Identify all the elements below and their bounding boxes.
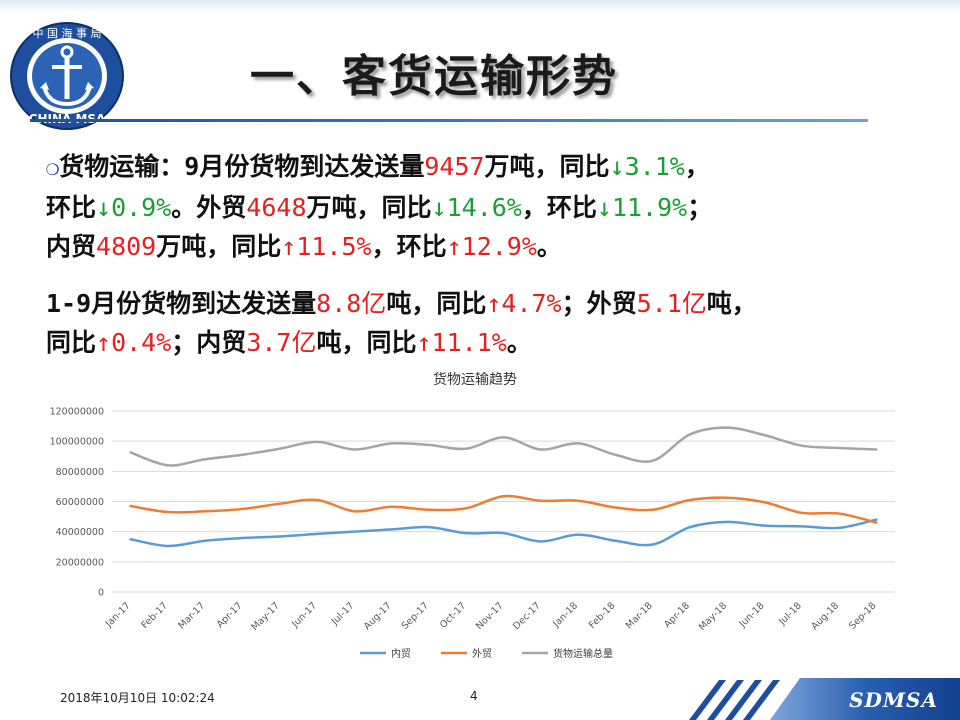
x-tick-label: Jan-17	[103, 600, 133, 630]
y-tick-label: 80000000	[56, 467, 104, 478]
ytd-total-value: 8.8亿	[316, 289, 387, 318]
series-line-3	[129, 426, 878, 467]
footer-date: 2018年10月10日 10:02:24	[60, 691, 215, 705]
legend-label: 货物运输总量	[553, 647, 613, 660]
slide-title: 一、客货运输形势	[250, 51, 618, 102]
text: 万吨，同比	[484, 152, 610, 181]
pct-value: 0.9%	[111, 193, 172, 222]
pct-value: 12.9%	[461, 232, 537, 261]
series-line-2	[129, 494, 878, 524]
down-arrow-icon: ↓	[96, 193, 112, 222]
up-arrow-icon: ↑	[416, 328, 432, 357]
y-tick-label: 100000000	[50, 437, 104, 448]
brand-label: SDMSA	[849, 688, 938, 712]
y-tick-label: 60000000	[56, 497, 104, 508]
up-arrow-icon: ↑	[446, 232, 462, 261]
text: ，环比	[521, 193, 597, 222]
x-tick-label: Jul-17	[329, 600, 357, 628]
china-msa-logo: 中 国 海 事 局 CHINA MSA	[10, 22, 124, 130]
down-arrow-icon: ↓	[609, 152, 625, 181]
text: ；内贸	[171, 328, 247, 357]
ytd-summary-paragraph: 1-9月份货物到达发送量8.8亿吨，同比↑4.7%；外贸5.1亿吨， 同比↑0.4…	[46, 284, 757, 362]
down-arrow-icon: ↓	[596, 193, 612, 222]
pct-value: 4.7%	[501, 289, 562, 318]
text: ，环比	[371, 232, 447, 261]
x-tick-label: Apr-18	[662, 600, 692, 630]
legend-label: 内贸	[391, 647, 411, 660]
pct-value: 11.5%	[296, 232, 372, 261]
x-tick-label: Feb-18	[587, 600, 618, 631]
x-tick-label: May-17	[249, 600, 282, 633]
text: 。	[506, 328, 532, 357]
up-arrow-icon: ↑	[486, 289, 502, 318]
sdmsa-footer-banner	[680, 678, 960, 720]
series-line-1	[129, 518, 878, 548]
x-tick-label: Jun-18	[737, 600, 767, 630]
legend-label: 外贸	[472, 648, 492, 660]
text: ；	[687, 193, 713, 222]
x-tick-label: Sep-17	[400, 600, 431, 631]
x-tick-label: May-18	[697, 600, 730, 633]
x-tick-label: Dec-17	[511, 600, 543, 632]
text: 。外贸	[171, 193, 247, 222]
top-gradient-band	[0, 0, 960, 12]
text: 万吨，同比	[306, 193, 432, 222]
y-tick-label: 120000000	[50, 407, 104, 418]
pct-value: 0.4%	[111, 328, 172, 357]
x-tick-label: Aug-17	[362, 600, 394, 632]
cargo-trend-chart: 货物运输趋势 0 20000000 40000000 60000000 80000000…	[50, 371, 895, 660]
x-tick-label: Sep-18	[847, 600, 878, 631]
x-tick-label: Mar-18	[624, 600, 655, 631]
x-tick-label: Apr-17	[215, 600, 245, 630]
chart-title: 货物运输趋势	[433, 371, 517, 388]
up-arrow-icon: ↑	[281, 232, 297, 261]
text: 1-9月份货物到达发送量	[46, 289, 317, 318]
up-arrow-icon: ↑	[96, 328, 112, 357]
sept-total-value: 9457	[424, 152, 485, 181]
x-tick-label: Feb-17	[139, 600, 170, 631]
text: 内贸	[46, 232, 97, 261]
pct-value: 11.1%	[431, 328, 507, 357]
down-arrow-icon: ↓	[431, 193, 447, 222]
page-number: 4	[470, 689, 478, 703]
logo-top-text: 中 国 海 事 局	[33, 26, 102, 40]
y-tick-label: 20000000	[56, 557, 104, 568]
x-tick-label: Mar-17	[176, 600, 207, 631]
text: 。	[536, 232, 562, 261]
lead-label: 货物运输	[59, 152, 160, 181]
text: 吨，同比	[316, 328, 417, 357]
x-tick-label: Nov-17	[474, 600, 506, 632]
pct-value: 14.6%	[446, 193, 522, 222]
title-divider	[30, 119, 868, 122]
text: 吨，	[706, 289, 757, 318]
text: 万吨，同比	[156, 232, 282, 261]
y-tick-label: 40000000	[56, 527, 104, 538]
text: ，	[684, 152, 710, 181]
foreign-trade-value: 4648	[246, 193, 307, 222]
cargo-summary-paragraph: ❍货物运输：9月份货物到达发送量9457万吨，同比↓3.1%， 环比↓0.9%。外…	[46, 147, 712, 266]
x-tick-label: Jul-18	[776, 600, 804, 628]
text: ；外贸	[561, 289, 637, 318]
text: 环比	[46, 193, 97, 222]
x-tick-label: Jan-18	[550, 600, 580, 630]
x-tick-label: Oct-17	[438, 600, 468, 630]
x-tick-label: Aug-18	[809, 600, 841, 632]
domestic-trade-value: 4809	[96, 232, 157, 261]
bullet-icon: ❍	[46, 156, 60, 181]
pct-value: 3.1%	[624, 152, 685, 181]
y-tick-label: 0	[98, 588, 104, 599]
text: 同比	[46, 328, 97, 357]
ytd-foreign-value: 5.1亿	[636, 289, 707, 318]
x-tick-label: Jun-17	[289, 600, 319, 630]
text: ：9月份货物到达发送量	[159, 152, 425, 181]
pct-value: 11.9%	[611, 193, 688, 222]
ytd-domestic-value: 3.7亿	[246, 328, 317, 357]
text: 吨，同比	[386, 289, 487, 318]
